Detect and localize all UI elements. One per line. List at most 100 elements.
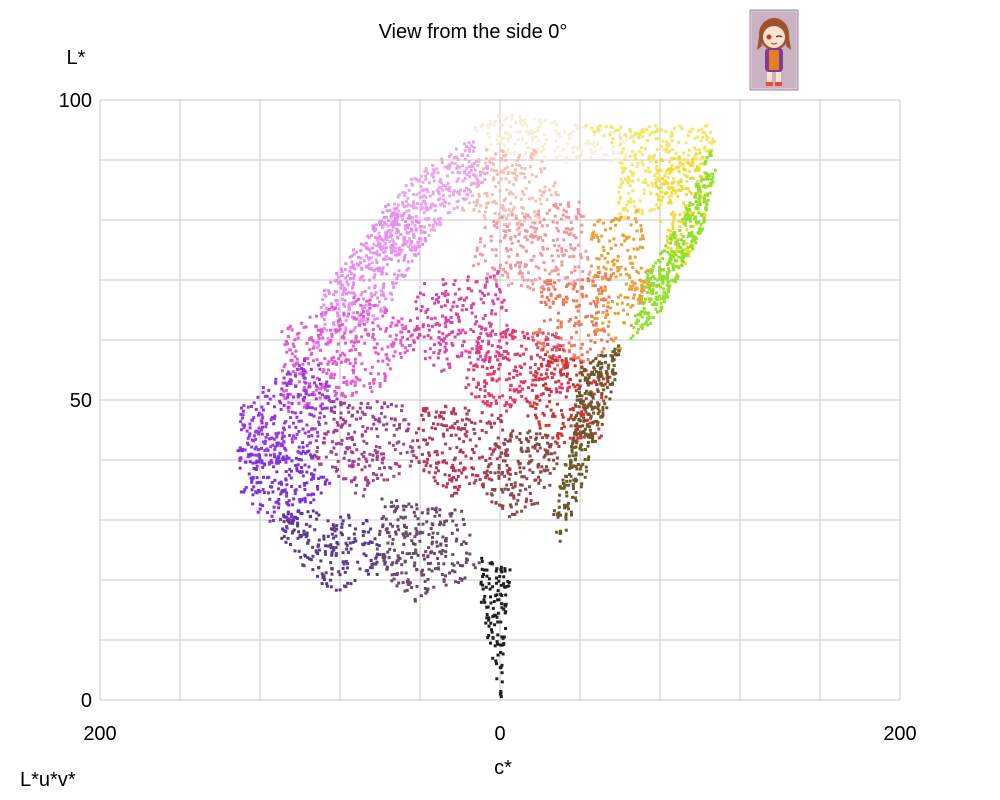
scatter-point	[351, 391, 355, 395]
scatter-point	[508, 396, 512, 400]
scatter-point	[446, 174, 449, 178]
scatter-point	[493, 277, 496, 281]
scatter-point-group	[238, 357, 339, 468]
scatter-point	[316, 574, 319, 578]
scatter-point	[637, 133, 641, 136]
scatter-point	[510, 210, 514, 214]
scatter-point	[346, 562, 350, 566]
scatter-point	[314, 439, 318, 443]
scatter-point	[666, 228, 670, 232]
scatter-point	[494, 444, 498, 448]
scatter-point	[452, 283, 456, 286]
scatter-point	[564, 395, 568, 399]
scatter-point	[646, 282, 650, 286]
scatter-point	[285, 494, 289, 498]
scatter-point	[542, 485, 546, 489]
scatter-point	[470, 289, 474, 293]
scatter-point	[364, 518, 368, 522]
scatter-point	[665, 191, 669, 195]
scatter-point	[370, 566, 374, 570]
scatter-point	[410, 446, 414, 450]
scatter-point	[244, 485, 248, 489]
scatter-point	[416, 517, 420, 521]
scatter-point	[611, 219, 615, 222]
scatter-point	[418, 191, 422, 195]
scatter-point	[238, 449, 242, 452]
scatter-point	[594, 323, 598, 327]
scatter-point	[617, 135, 621, 139]
scatter-point	[400, 404, 404, 408]
scatter-point	[429, 464, 433, 468]
scatter-point	[442, 523, 446, 527]
scatter-point	[479, 347, 483, 351]
scatter-point	[620, 243, 624, 247]
scatter-point	[668, 253, 672, 257]
scatter-point	[491, 329, 494, 333]
scatter-point	[455, 537, 459, 541]
scatter-point	[392, 354, 396, 358]
scatter-point	[426, 308, 430, 312]
scatter-point	[443, 350, 447, 354]
scatter-point	[657, 137, 661, 140]
scatter-point	[330, 553, 334, 557]
scatter-point	[301, 427, 305, 431]
scatter-point	[663, 147, 667, 151]
scatter-point	[479, 181, 483, 184]
scatter-point	[294, 515, 298, 519]
scatter-point	[287, 456, 291, 460]
scatter-point	[323, 313, 327, 317]
scatter-point	[699, 139, 703, 143]
scatter-point	[416, 295, 420, 299]
scatter-point	[688, 249, 692, 253]
scatter-point	[576, 309, 580, 313]
scatter-point	[523, 380, 527, 383]
scatter-point	[385, 272, 389, 276]
scatter-point	[530, 383, 534, 387]
scatter-point	[377, 419, 380, 423]
scatter-point	[476, 198, 479, 202]
scatter-point	[337, 357, 341, 361]
scatter-point	[637, 207, 641, 211]
scatter-point	[260, 446, 263, 450]
scatter-point	[378, 384, 382, 388]
scatter-point	[304, 522, 308, 526]
scatter-point	[351, 438, 354, 441]
scatter-point	[682, 201, 686, 205]
scatter-point	[574, 157, 578, 161]
scatter-point	[437, 198, 440, 202]
scatter-point	[398, 423, 401, 427]
scatter-point	[522, 278, 526, 282]
scatter-point	[434, 323, 438, 326]
scatter-point	[569, 416, 573, 420]
scatter-point	[391, 212, 395, 216]
scatter-point	[576, 278, 580, 282]
scatter-point	[307, 465, 311, 469]
scatter-point	[457, 468, 461, 472]
scatter-point	[642, 188, 646, 192]
scatter-point	[389, 522, 392, 526]
scatter-point	[432, 228, 436, 232]
scatter-point	[668, 237, 672, 241]
scatter-point	[273, 445, 277, 449]
scatter-point	[441, 314, 444, 318]
scatter-point	[337, 474, 341, 478]
scatter-point	[385, 255, 389, 259]
scatter-point	[619, 177, 623, 181]
scatter-point	[312, 473, 316, 477]
scatter-point	[388, 334, 392, 338]
scatter-point	[310, 472, 313, 476]
scatter-point	[372, 251, 376, 255]
scatter-point	[340, 270, 344, 273]
scatter-point	[348, 446, 352, 450]
scatter-point	[453, 508, 457, 512]
scatter-point	[485, 421, 489, 425]
scatter-point	[585, 418, 589, 422]
scatter-point	[627, 179, 631, 183]
scatter-point	[661, 182, 664, 186]
scatter-point	[448, 571, 451, 575]
scatter-point	[317, 328, 321, 332]
scatter-point	[492, 224, 496, 228]
scatter-point	[580, 292, 584, 296]
scatter-point	[504, 131, 508, 134]
scatter-point	[630, 280, 634, 284]
